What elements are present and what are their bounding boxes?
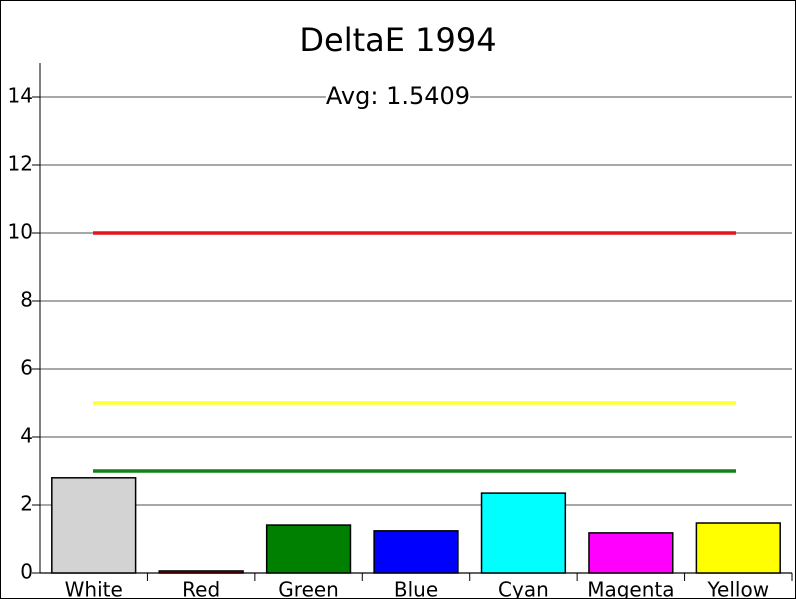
bar	[480, 492, 567, 574]
y-tick-label: 10	[8, 220, 33, 244]
y-tick-label: 0	[20, 560, 33, 584]
chart-title: DeltaE 1994	[299, 21, 496, 59]
y-tick-label: 6	[20, 356, 33, 380]
x-tick-label: Cyan	[498, 578, 549, 599]
x-tick-label: White	[65, 578, 123, 599]
y-tick-label: 2	[20, 492, 33, 516]
x-tick-label: Green	[278, 578, 339, 599]
annotation: Avg: 1.5409	[326, 82, 470, 110]
bar	[265, 524, 352, 574]
y-tick-label: 4	[20, 424, 33, 448]
y-tick-label: 12	[8, 152, 33, 176]
x-tick-label: Blue	[394, 578, 438, 599]
bar	[588, 532, 674, 574]
bar	[695, 522, 781, 574]
x-tick-label: Magenta	[587, 578, 674, 599]
x-tick-label: Red	[182, 578, 220, 599]
x-tick-label: Yellow	[706, 578, 769, 599]
bar	[373, 530, 459, 574]
y-tick-label: 8	[20, 288, 33, 312]
bar	[158, 570, 244, 574]
bar	[51, 477, 137, 574]
y-tick-label: 14	[8, 84, 33, 108]
annotation-background	[325, 86, 471, 106]
